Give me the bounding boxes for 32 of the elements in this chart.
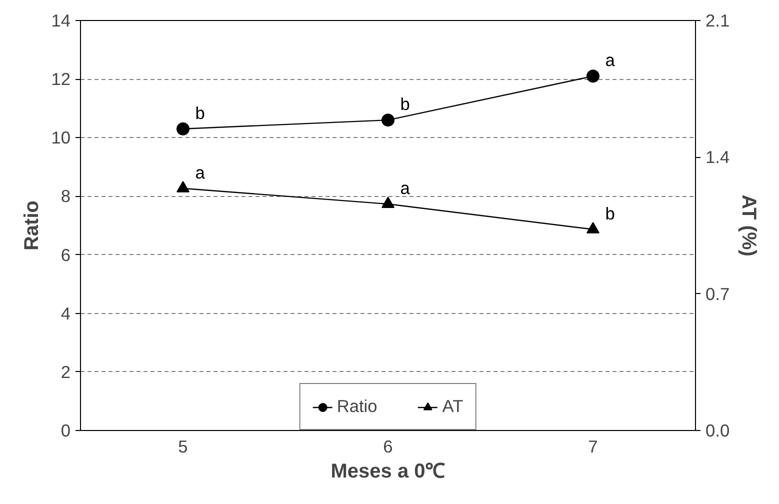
annotation: b [195, 102, 205, 123]
legend-label: Ratio [336, 396, 378, 417]
point [382, 114, 394, 127]
y2-tick-label: 1.4 [706, 147, 730, 168]
y-axis-title: Ratio [21, 200, 44, 250]
y-tick-label: 10 [51, 128, 71, 148]
y2-tick-label: 2.1 [706, 10, 730, 30]
y2-axis-title: AT (%) [738, 194, 760, 256]
y-tick-label: 2 [60, 362, 71, 382]
legend-label: AT [442, 396, 464, 417]
x-tick-label: 7 [588, 436, 598, 456]
annotation: a [400, 178, 410, 198]
annotation: a [605, 50, 616, 70]
x-tick-label: 5 [178, 436, 188, 456]
y-tick-label: 0 [60, 420, 71, 440]
y-tick-label: 4 [60, 303, 71, 324]
annotation: b [605, 203, 615, 224]
y-tick-label: 6 [60, 244, 71, 265]
annotation: a [195, 162, 206, 182]
y-tick-label: 14 [51, 10, 71, 30]
annotation: b [400, 94, 410, 114]
y2-tick-label: 0.7 [706, 284, 730, 304]
point [176, 180, 190, 192]
point [586, 70, 600, 83]
x-axis-title: Meses a 0℃ [330, 460, 446, 482]
y-tick-label: 12 [51, 69, 71, 90]
y2-tick-label: 0.0 [706, 420, 730, 440]
y-tick-label: 8 [60, 186, 71, 206]
point [586, 222, 600, 234]
x-tick-label: 6 [383, 436, 393, 456]
point [176, 122, 190, 136]
point [382, 196, 394, 208]
